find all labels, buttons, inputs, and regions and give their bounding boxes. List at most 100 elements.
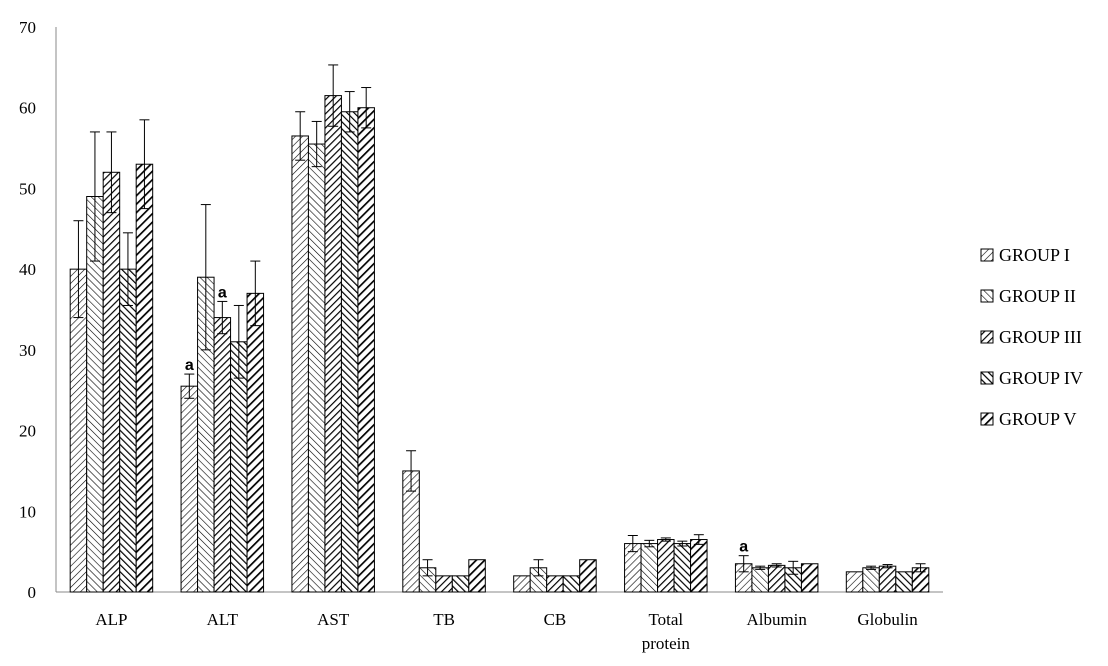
bar [751, 567, 769, 593]
y-tick-label: 60 [19, 99, 36, 118]
bar [324, 95, 342, 593]
x-category-label: ALP [95, 610, 127, 629]
y-tick-label: 20 [19, 422, 36, 441]
legend-item: GROUP V [980, 409, 1077, 429]
error-bar [311, 120, 322, 168]
bar [657, 539, 675, 593]
legend-label: GROUP II [999, 286, 1076, 306]
error-bar [866, 565, 877, 570]
error-bar [882, 564, 893, 569]
error-bar [250, 260, 261, 327]
bar [119, 268, 137, 593]
bar [895, 571, 913, 593]
legend: GROUP I GROUP II GROUP III GROUP IV GROUP V [980, 245, 1083, 429]
error-bar [627, 535, 638, 553]
bar [213, 317, 232, 593]
error-bar [644, 539, 655, 548]
legend-swatch [980, 330, 994, 344]
bar [878, 565, 897, 593]
significance-marker: a [218, 284, 227, 301]
legend-item: GROUP III [980, 327, 1082, 347]
error-bar [328, 64, 339, 127]
x-axis: ALP ALT AST TB CB Total protein Albumin Globulin [56, 591, 943, 653]
legend-swatch [980, 371, 994, 385]
bar [673, 543, 692, 593]
error-bar [344, 91, 355, 133]
legend-label: GROUP V [999, 409, 1077, 429]
error-bar [200, 204, 211, 351]
legend-label: GROUP III [999, 327, 1082, 347]
error-bar [755, 565, 766, 570]
bar [640, 543, 659, 593]
legend-item: GROUP IV [980, 368, 1083, 388]
legend-swatch [980, 248, 994, 262]
y-tick-label: 40 [19, 260, 36, 279]
x-category-label: Globulin [857, 610, 918, 629]
bar [451, 575, 470, 593]
error-bars [73, 64, 926, 577]
error-bar [788, 560, 799, 575]
significance-marker: a [185, 357, 194, 374]
bar [180, 385, 199, 593]
y-tick-label: 50 [19, 179, 36, 198]
bar [307, 143, 326, 593]
error-bar [406, 450, 417, 492]
x-category-label: ALT [207, 610, 239, 629]
error-bar [361, 87, 372, 129]
bar [246, 292, 265, 593]
y-tick-label: 30 [19, 341, 36, 360]
error-bar [422, 559, 433, 577]
error-bar [233, 304, 244, 379]
legend-label: GROUP IV [999, 368, 1083, 388]
error-bar [693, 534, 704, 545]
bar [357, 107, 375, 593]
significance-annotations: a a a [185, 284, 748, 555]
y-tick-label: 70 [19, 18, 36, 37]
bar [546, 575, 564, 593]
bar [468, 559, 486, 593]
error-bar [660, 537, 671, 542]
significance-marker: a [739, 539, 748, 556]
legend-label: GROUP I [999, 245, 1070, 265]
y-tick-label: 10 [19, 502, 36, 521]
x-category-label: Total protein [642, 610, 691, 653]
error-bar [73, 220, 84, 319]
x-category-label: TB [433, 610, 455, 629]
bar [767, 564, 786, 593]
bar [135, 163, 154, 593]
bar [562, 575, 581, 593]
legend-item: GROUP I [980, 245, 1070, 265]
error-bar [184, 373, 195, 399]
bar [579, 559, 597, 593]
error-bar [738, 555, 749, 573]
bar [291, 135, 309, 593]
legend-swatch [980, 289, 994, 303]
y-tick-labels: 0 10 20 30 40 50 60 70 [19, 18, 36, 602]
legend-swatch [980, 412, 994, 426]
error-bar [533, 559, 544, 577]
error-bar [89, 131, 100, 262]
error-bar [915, 563, 926, 573]
error-bar [771, 563, 782, 568]
bar [340, 111, 359, 593]
x-category-label: AST [317, 610, 350, 629]
error-bar [122, 232, 133, 306]
x-category-labels: ALP ALT AST TB CB Total protein Albumin Globulin [95, 610, 918, 653]
bar [102, 171, 121, 593]
bar [862, 567, 880, 593]
y-axis: 0 10 20 30 40 50 60 70 [19, 18, 57, 602]
x-category-label: Albumin [746, 610, 807, 629]
x-category-label: CB [544, 610, 567, 629]
bar [845, 571, 864, 593]
bar [513, 575, 531, 593]
error-bar [677, 540, 688, 547]
bar [230, 341, 248, 593]
error-bar [295, 111, 306, 161]
error-bar [139, 119, 150, 210]
error-bar [217, 300, 228, 335]
bar-series [69, 95, 930, 593]
bar [435, 575, 453, 593]
error-bar [106, 131, 117, 214]
y-tick-label: 0 [28, 583, 37, 602]
